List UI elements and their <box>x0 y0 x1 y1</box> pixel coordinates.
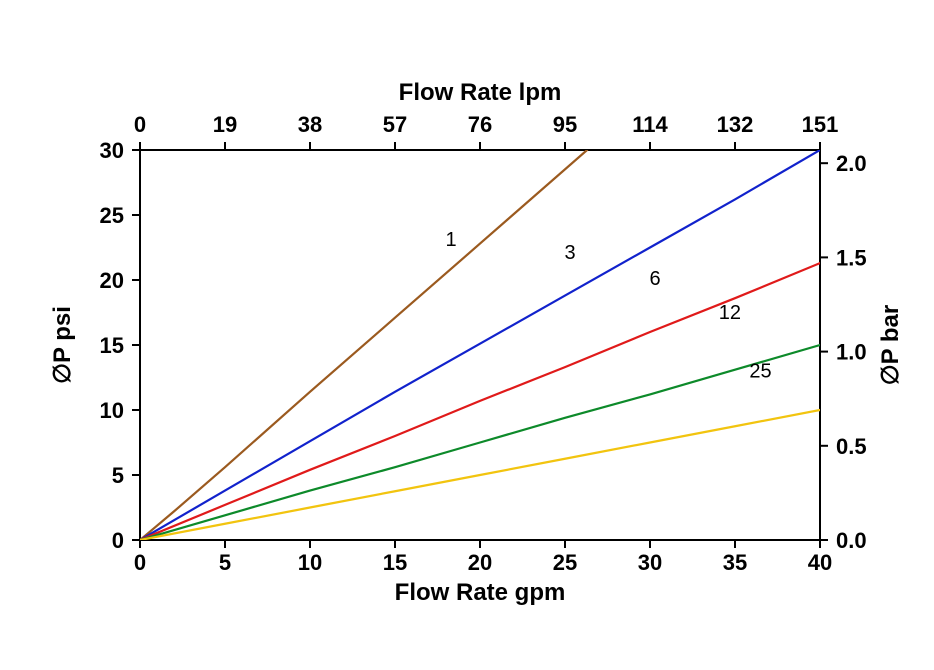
series-line-25 <box>140 410 820 540</box>
x-top-tick-label: 38 <box>298 112 322 137</box>
x-top-tick-label: 151 <box>802 112 839 137</box>
x-bottom-tick-label: 0 <box>134 550 146 575</box>
series-label-3: 3 <box>565 242 576 264</box>
x-bottom-tick-label: 15 <box>383 550 407 575</box>
y-left-tick-label: 30 <box>100 138 124 163</box>
x-bottom-tick-label: 35 <box>723 550 747 575</box>
x-top-tick-label: 95 <box>553 112 577 137</box>
x-bottom-tick-label: 25 <box>553 550 577 575</box>
y-left-title: ∅P psi <box>49 306 76 384</box>
series-label-6: 6 <box>650 268 661 290</box>
x-top-tick-label: 76 <box>468 112 492 137</box>
series-line-1 <box>140 150 587 540</box>
pressure-drop-chart: 0510152025303540Flow Rate gpm01938577695… <box>0 0 934 670</box>
y-right-tick-label: 1.0 <box>836 340 867 365</box>
x-bottom-tick-label: 20 <box>468 550 492 575</box>
x-top-tick-label: 19 <box>213 112 237 137</box>
y-right-tick-label: 1.5 <box>836 245 867 270</box>
x-bottom-tick-label: 40 <box>808 550 832 575</box>
y-left-tick-label: 5 <box>112 463 124 488</box>
x-top-tick-label: 114 <box>632 112 668 137</box>
x-top-tick-label: 0 <box>134 112 146 137</box>
y-left-tick-label: 15 <box>100 333 124 358</box>
series-label-12: 12 <box>719 302 741 324</box>
x-bottom-tick-label: 10 <box>298 550 322 575</box>
chart-svg: 0510152025303540Flow Rate gpm01938577695… <box>0 0 934 670</box>
y-right-title: ∅P bar <box>877 305 904 386</box>
x-top-title: Flow Rate lpm <box>399 79 562 106</box>
x-bottom-title: Flow Rate gpm <box>395 579 566 606</box>
x-bottom-tick-label: 5 <box>219 550 231 575</box>
y-left-tick-label: 20 <box>100 268 124 293</box>
y-right-tick-label: 0.5 <box>836 434 867 459</box>
x-bottom-tick-label: 30 <box>638 550 662 575</box>
y-right-tick-label: 2.0 <box>836 151 867 176</box>
series-label-1: 1 <box>446 229 457 251</box>
y-left-tick-label: 25 <box>100 203 124 228</box>
x-top-tick-label: 132 <box>717 112 754 137</box>
x-top-tick-label: 57 <box>383 112 407 137</box>
series-label-25: 25 <box>749 361 771 383</box>
y-left-tick-label: 10 <box>100 398 124 423</box>
series-line-3 <box>140 150 820 540</box>
y-left-tick-label: 0 <box>112 528 124 553</box>
y-right-tick-label: 0.0 <box>836 528 867 553</box>
series-line-12 <box>140 345 820 540</box>
